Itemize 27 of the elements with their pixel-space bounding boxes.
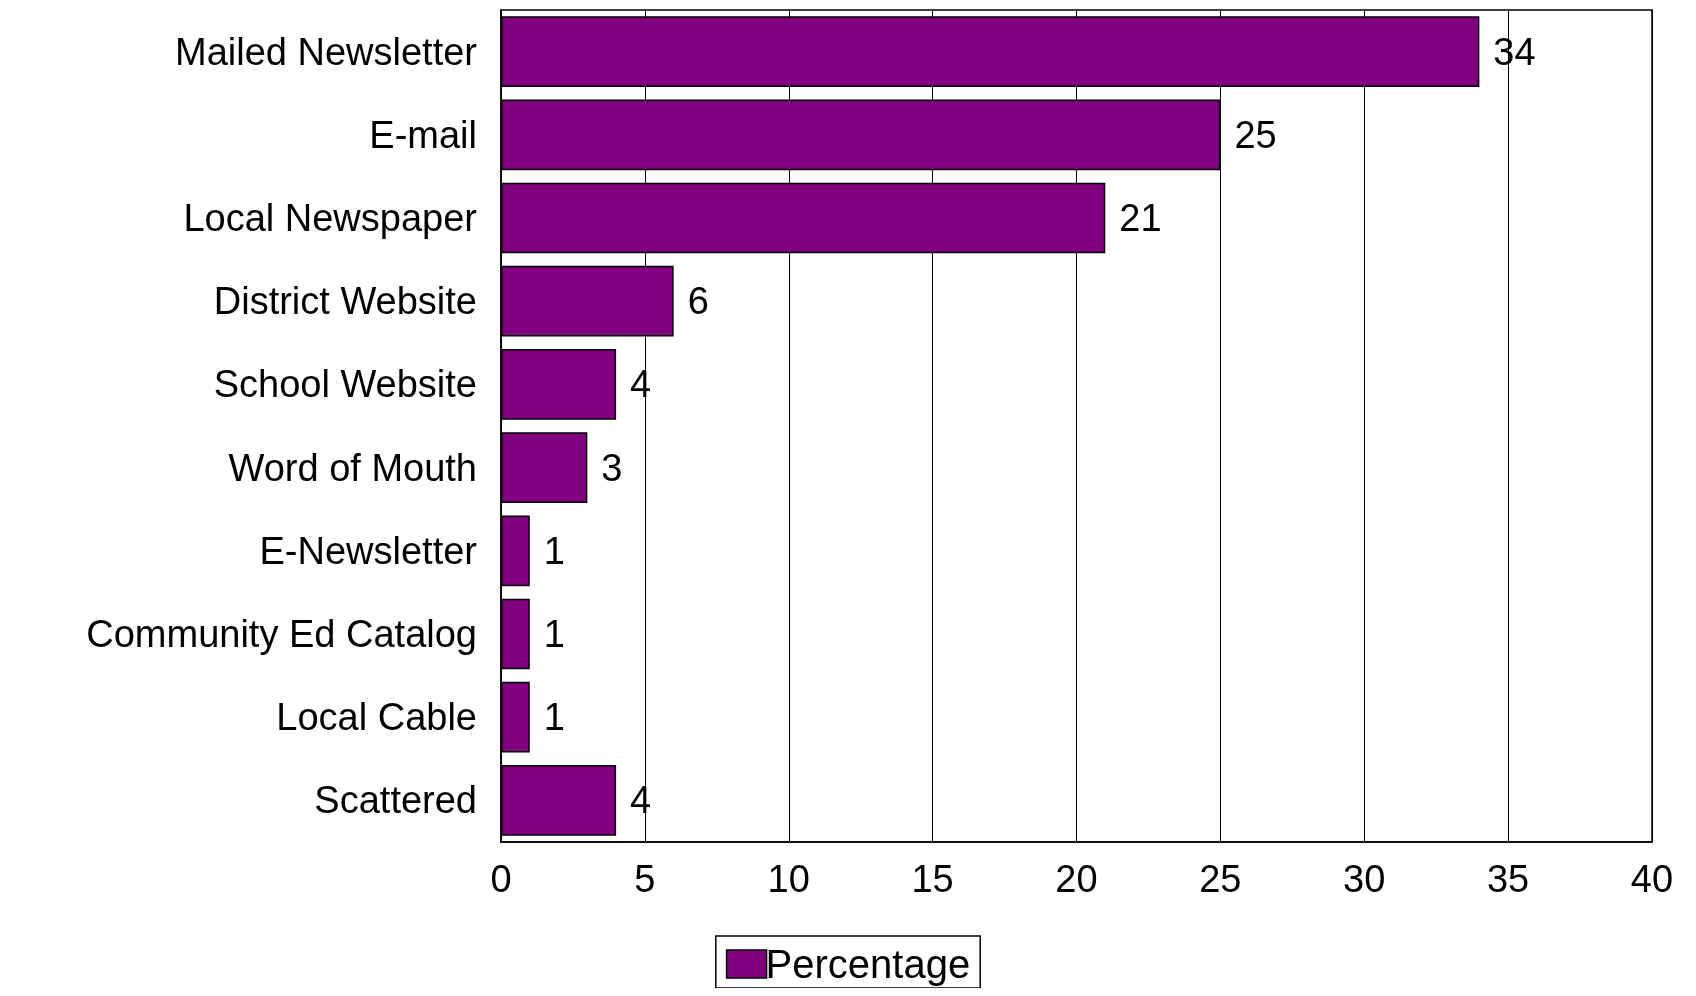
x-tick-label: 0 [490,858,512,900]
data-label: 25 [1234,113,1277,156]
y-tick-label: Word of Mouth [228,446,477,489]
y-tick-label: District Website [213,280,477,323]
x-tick-label: 10 [767,858,810,900]
x-tick-label: 30 [1343,858,1386,900]
x-tick-label: 25 [1199,858,1242,900]
y-tick-label: Scattered [314,779,477,822]
x-tick-label: 40 [1630,858,1674,900]
x-tick-label: 5 [634,858,656,900]
x-tick-label: 15 [911,858,954,900]
data-label: 1 [543,613,565,655]
data-label: 1 [543,529,565,572]
y-tick-label: E-mail [369,113,477,156]
data-label: 1 [543,696,565,739]
data-label: 21 [1119,197,1162,239]
legend-label: Percentage [765,942,971,986]
y-tick-label: E-Newsletter [259,529,478,572]
x-tick-label: 35 [1486,858,1530,900]
data-label: 3 [601,446,623,489]
y-tick-label: Community Ed Catalog [86,613,477,655]
y-tick-label: Local Newspaper [183,197,478,239]
y-tick-label: Local Cable [276,696,477,739]
y-tick-label: School Website [213,363,477,406]
data-label: 6 [687,280,709,323]
y-tick-label: Mailed Newsletter [175,30,478,73]
x-tick-label: 20 [1055,858,1098,900]
